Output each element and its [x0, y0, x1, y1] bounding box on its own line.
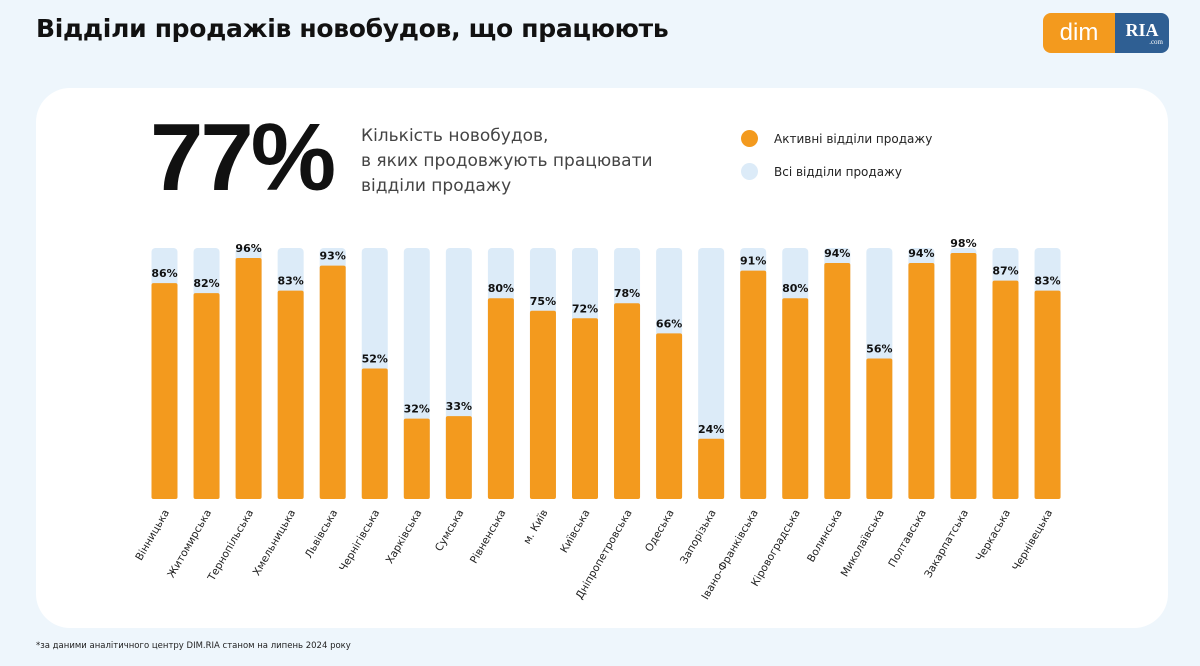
logo-ria-domain: .com [1149, 37, 1163, 46]
category-label-17: Миколаївська [839, 508, 887, 580]
data-label-4: 93% [320, 250, 346, 263]
data-label-6: 32% [404, 403, 430, 416]
data-label-19: 98% [950, 237, 976, 250]
logo-ria-text: RIA [1125, 19, 1159, 40]
logo-ria: RIA .com [1115, 13, 1169, 53]
category-label-16: Волинська [805, 508, 845, 565]
bar-active-8 [487, 298, 514, 499]
category-label-6: Харківська [384, 508, 425, 566]
bar-all-13 [698, 248, 725, 499]
dim-ria-logo: dim RIA .com [1043, 13, 1169, 53]
bar-active-17 [866, 358, 893, 499]
bar-active-7 [445, 416, 472, 499]
bar-active-11 [614, 303, 641, 499]
source-footnote: *за даними аналітичного центру DIM.RIA с… [36, 641, 351, 651]
category-label-7: Сумська [433, 508, 467, 554]
bar-active-10 [572, 318, 598, 499]
data-label-20: 87% [992, 265, 1018, 278]
data-label-18: 94% [908, 247, 934, 260]
bar-active-21 [1034, 290, 1061, 499]
data-label-11: 78% [614, 287, 640, 300]
legend-label-active: Активні відділи продажу [774, 131, 933, 146]
data-label-10: 72% [572, 302, 598, 315]
category-label-1: Житомирська [165, 508, 214, 581]
category-label-18: Полтавська [886, 508, 929, 570]
bar-active-2 [235, 258, 262, 499]
headline-percentage: 77% [150, 104, 336, 211]
legend-item-all: Всі відділи продажу [741, 163, 902, 180]
bar-active-0 [151, 283, 178, 499]
data-label-2: 96% [235, 242, 261, 255]
data-label-12: 66% [656, 317, 682, 330]
data-label-5: 52% [362, 352, 388, 365]
chart-card [36, 88, 1168, 628]
logo-dim: dim [1043, 13, 1115, 53]
data-label-9: 75% [530, 295, 556, 308]
category-label-0: Вінницька [133, 508, 172, 563]
category-label-2: Тернопільська [205, 508, 256, 584]
category-label-13: Запорізька [678, 508, 719, 566]
headline-line-3: відділи продажу [361, 176, 512, 196]
data-label-0: 86% [151, 267, 177, 280]
category-label-21: Чернівецька [1010, 508, 1055, 574]
legend-dot-active [741, 130, 758, 147]
headline-description: Кількість новобудов, в яких продовжують … [361, 124, 691, 199]
data-label-1: 82% [193, 277, 219, 290]
category-label-8: Рівненська [468, 508, 509, 566]
bar-active-14 [740, 270, 767, 499]
data-label-13: 24% [698, 423, 724, 436]
headline-line-1: Кількість новобудов, [361, 126, 549, 146]
category-label-12: Одеська [643, 508, 677, 554]
bar-active-6 [403, 418, 430, 499]
bar-active-20 [992, 280, 1019, 499]
bar-active-19 [950, 253, 977, 499]
data-label-14: 91% [740, 255, 766, 268]
bar-active-4 [319, 265, 346, 499]
data-label-21: 83% [1034, 275, 1060, 288]
legend-item-active: Активні відділи продажу [741, 130, 932, 147]
headline-line-2: в яких продовжують працювати [361, 151, 653, 171]
legend-dot-all [741, 163, 758, 180]
bar-active-18 [908, 263, 935, 499]
category-label-3: Хмельницька [251, 508, 299, 578]
category-label-4: Львівська [303, 508, 340, 561]
bar-active-9 [529, 310, 556, 499]
bar-active-1 [193, 293, 220, 499]
bar-active-15 [782, 298, 809, 499]
data-label-15: 80% [782, 282, 808, 295]
category-label-5: Чернігівська [337, 508, 382, 574]
category-label-9: м. Київ [521, 508, 550, 547]
data-label-7: 33% [446, 400, 472, 413]
data-label-16: 94% [824, 247, 850, 260]
category-label-10: Київська [558, 508, 592, 556]
bar-active-12 [656, 333, 683, 499]
data-label-3: 83% [277, 275, 303, 288]
bar-active-16 [824, 263, 851, 499]
bar-active-3 [277, 290, 304, 499]
bar-active-5 [361, 368, 388, 499]
page-title: Відділи продажів новобудов, що працюють [36, 14, 669, 43]
data-label-17: 56% [866, 342, 892, 355]
bar-active-13 [698, 438, 725, 499]
legend-label-all: Всі відділи продажу [774, 164, 902, 179]
category-label-19: Закарпатська [922, 508, 971, 580]
data-label-8: 80% [488, 282, 514, 295]
category-label-20: Черкаська [974, 508, 1013, 564]
